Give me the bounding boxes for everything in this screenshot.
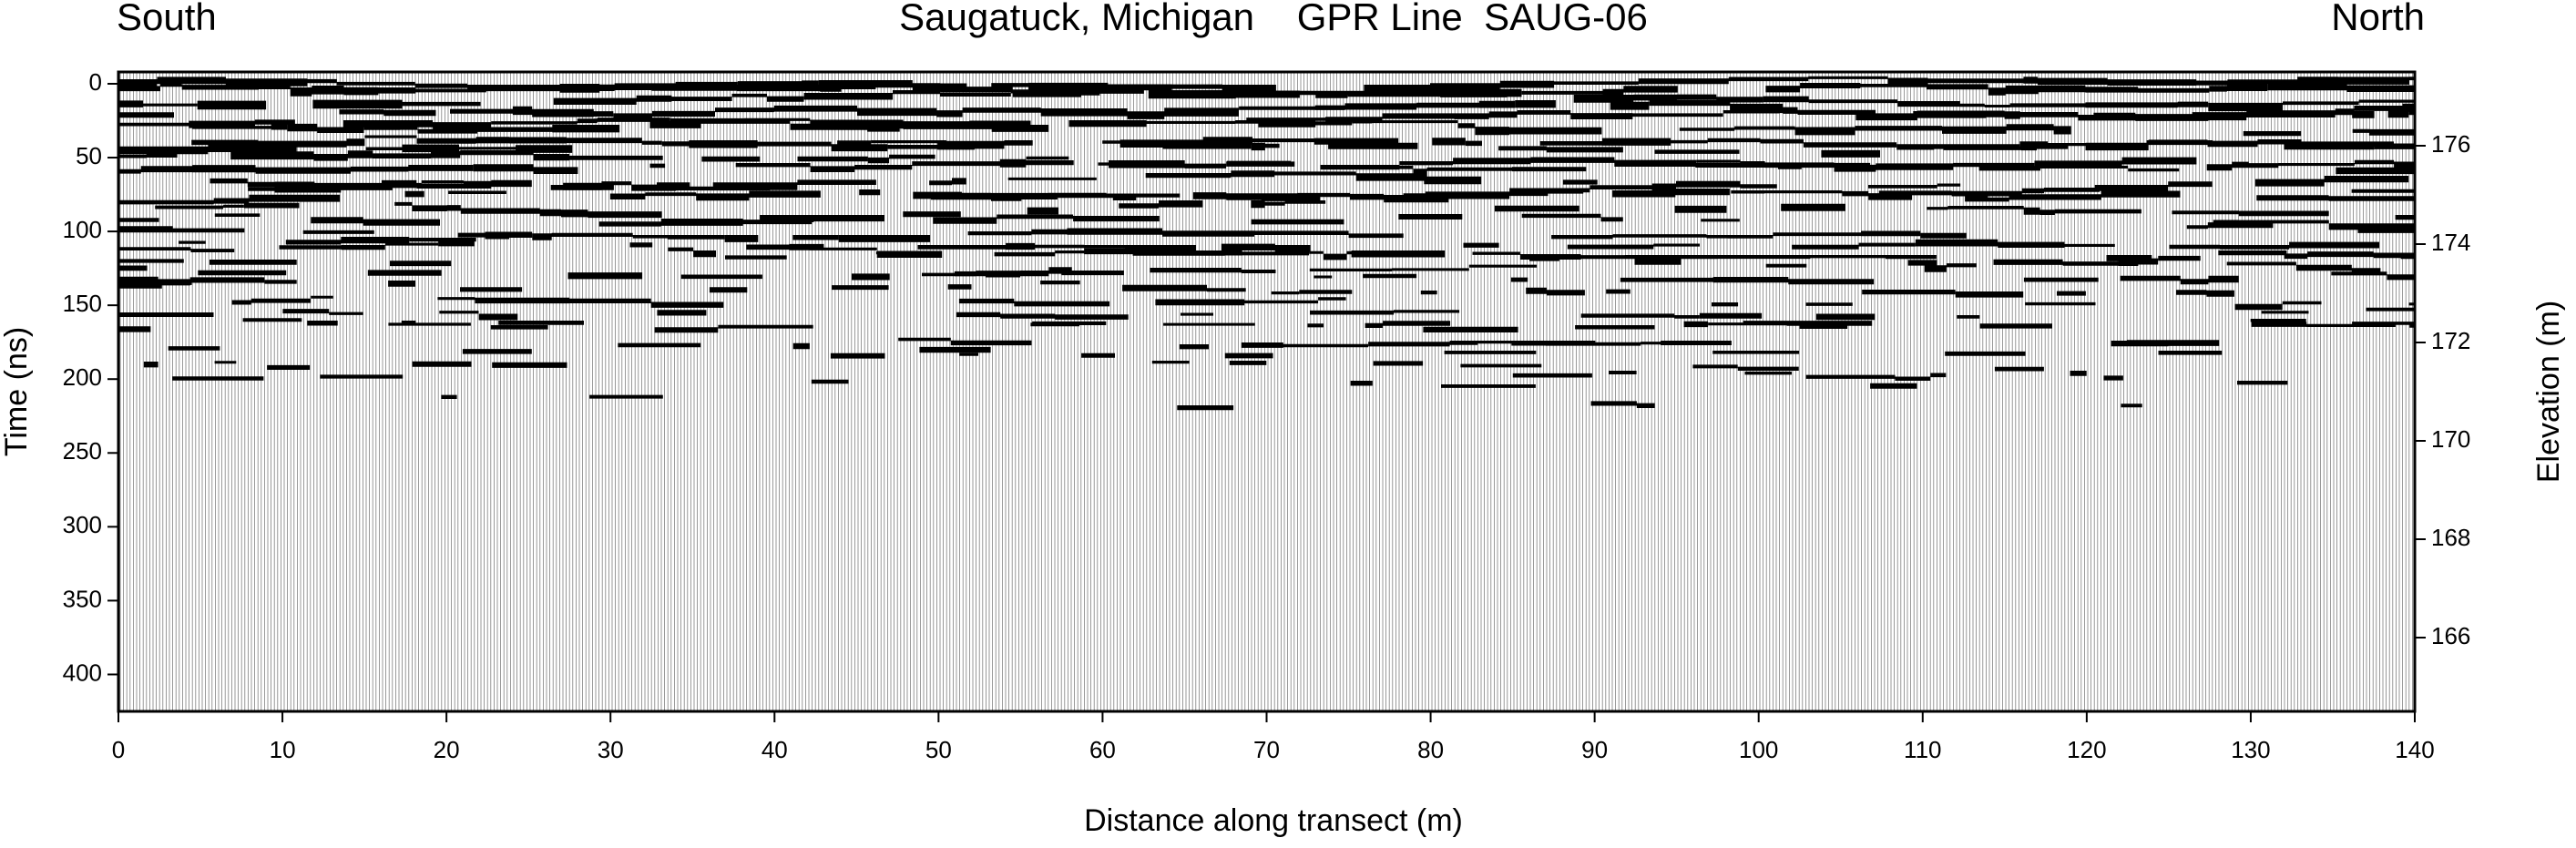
x-tick-label: 30 xyxy=(598,736,624,763)
y-tick-label: 100 xyxy=(63,216,102,243)
x-tick-label: 120 xyxy=(2067,736,2106,763)
y-tick-label: 50 xyxy=(76,142,102,169)
y2-tick-label: 176 xyxy=(2431,130,2470,158)
y-tick-label: 250 xyxy=(63,437,102,465)
trace-lines xyxy=(119,72,2413,711)
x-tick-label: 0 xyxy=(112,736,125,763)
y-tick-label: 200 xyxy=(63,363,102,391)
x-tick-label: 110 xyxy=(1904,736,1941,763)
x-tick-label: 80 xyxy=(1417,736,1444,763)
x-tick-label: 40 xyxy=(762,736,788,763)
x-tick-label: 70 xyxy=(1253,736,1280,763)
north-label: North xyxy=(2331,0,2425,38)
y2-tick-label: 168 xyxy=(2431,524,2470,551)
x-tick-label: 100 xyxy=(1739,736,1778,763)
x-axis-label: Distance along transect (m) xyxy=(1084,803,1463,838)
x-tick-label: 60 xyxy=(1089,736,1116,763)
south-label: South xyxy=(117,0,217,38)
x-tick-label: 10 xyxy=(270,736,296,763)
y2-axis-label: Elevation (m) xyxy=(2531,301,2566,483)
y-tick-label: 350 xyxy=(63,585,102,612)
y-axis-label: Time (ns) xyxy=(0,327,34,456)
y-tick-label: 0 xyxy=(89,68,102,96)
x-tick-label: 130 xyxy=(2231,736,2270,763)
chart-title: Saugatuck, Michigan GPR Line SAUG-06 xyxy=(899,0,1648,38)
y2-tick-label: 166 xyxy=(2431,622,2470,649)
y2-tick-label: 174 xyxy=(2431,229,2470,256)
y2-tick-label: 170 xyxy=(2431,425,2470,453)
plot-area xyxy=(118,72,2415,711)
y-tick-label: 150 xyxy=(63,290,102,317)
reflector-bands xyxy=(118,76,2415,411)
y-tick-label: 400 xyxy=(63,659,102,686)
x-tick-label: 50 xyxy=(925,736,952,763)
y-tick-label: 300 xyxy=(63,511,102,538)
x-tick-label: 90 xyxy=(1581,736,1608,763)
y2-tick-label: 172 xyxy=(2431,327,2470,354)
x-tick-label: 20 xyxy=(434,736,460,763)
x-tick-label: 140 xyxy=(2395,736,2434,763)
